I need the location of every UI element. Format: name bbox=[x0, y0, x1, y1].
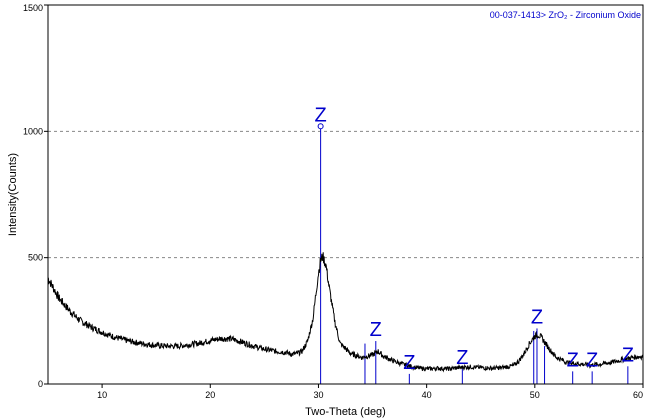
y-tick-label: 1000 bbox=[23, 126, 43, 136]
y-tick-label: 0 bbox=[38, 379, 43, 389]
x-tick-label: 60 bbox=[633, 390, 643, 400]
grid-lines bbox=[48, 4, 643, 259]
reference-lines bbox=[320, 126, 629, 384]
x-tick-label: 10 bbox=[97, 390, 107, 400]
phase-marker-label: Z bbox=[456, 347, 468, 369]
x-tick-label: 40 bbox=[422, 390, 432, 400]
y-tick-label: 1500 bbox=[23, 3, 43, 13]
intensity-trace bbox=[47, 252, 644, 373]
phase-marker-label: Z bbox=[315, 104, 327, 126]
phase-marker-label: Z bbox=[403, 352, 415, 374]
phase-marker-label: Z bbox=[622, 344, 634, 366]
y-axis: 0 500 1000 1500 bbox=[23, 3, 48, 389]
x-axis: 10 20 30 40 50 60 bbox=[97, 384, 644, 400]
legend-phase-label: 00-037-1413> ZrO₂ - Zirconium Oxide bbox=[490, 10, 641, 20]
phase-marker-label: Z bbox=[531, 306, 543, 328]
y-tick-label: 500 bbox=[28, 253, 43, 263]
x-axis-title: Two-Theta (deg) bbox=[305, 406, 386, 418]
reference-markers: ZZZ ZZZ Z Z bbox=[315, 104, 634, 374]
x-tick-label: 20 bbox=[205, 390, 215, 400]
plot-frame bbox=[47, 4, 644, 385]
x-tick-label: 50 bbox=[530, 390, 540, 400]
y-axis-title: Intensity(Counts) bbox=[7, 153, 19, 236]
phase-marker-label: Z bbox=[586, 349, 598, 371]
x-tick-label: 30 bbox=[313, 390, 323, 400]
phase-marker-label: Z bbox=[567, 349, 579, 371]
phase-marker-label: Z bbox=[370, 319, 382, 341]
peak-marker bbox=[317, 123, 324, 130]
